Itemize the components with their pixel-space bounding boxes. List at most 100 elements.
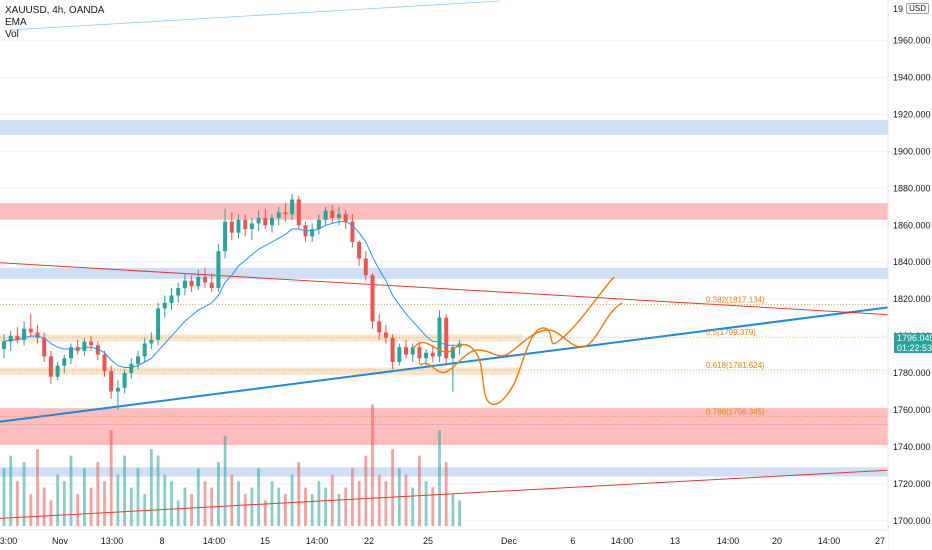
candle-body: [229, 221, 234, 233]
candle-body: [196, 277, 201, 287]
volume-bar: [391, 449, 394, 526]
candle-body: [290, 199, 295, 215]
candle-body: [410, 347, 415, 355]
red-zone: [0, 408, 888, 446]
volume-bar: [83, 468, 86, 526]
candle-body: [243, 219, 248, 229]
ema-line: [3, 221, 460, 368]
volume-indicator-label[interactable]: Vol: [5, 29, 19, 40]
candle-body: [109, 371, 114, 392]
price-label: 1820.000: [893, 294, 931, 304]
time-scale: 13:00 Nov 13:00 8 14:00 15 14:00 22 25 Dec 6 14:00 1…: [0, 529, 888, 550]
volume-bar: [156, 455, 160, 526]
volume-bar: [109, 430, 113, 526]
candle-body: [296, 199, 301, 226]
price-scale: 19 1960.000 1940.000 1920.000 1900.000 1880.0…: [887, 0, 932, 550]
currency-badge[interactable]: USD: [906, 3, 929, 14]
candle-body: [8, 336, 13, 342]
candle-body: [330, 210, 335, 218]
volume-bar: [183, 487, 187, 526]
candle-body: [390, 337, 395, 362]
volume-bar: [56, 474, 59, 526]
volume-bar: [170, 481, 173, 526]
candle-body: [397, 347, 402, 362]
current-price-tag: 1796.045 01:22:53: [894, 333, 932, 354]
price-label: 1740.000: [893, 442, 931, 452]
candle-body: [169, 295, 174, 303]
time-label: 8: [159, 536, 164, 546]
candle-body: [203, 277, 207, 283]
price-zones: [0, 120, 888, 477]
candle-body: [176, 288, 181, 296]
candles: [2, 193, 462, 410]
price-label: 1920.000: [893, 109, 931, 119]
candle-body: [450, 347, 455, 359]
volume-bar: [310, 494, 314, 526]
blue-trendline: [0, 303, 909, 423]
volume-bar: [116, 474, 120, 526]
price-label: 1760.000: [893, 405, 931, 415]
fib-levels: 0.382(1817.134) 0.5(1799.379) 0.618(1781.6…: [0, 295, 886, 418]
volume-bar: [136, 468, 140, 526]
candle-body: [42, 337, 47, 357]
volume-bar: [230, 474, 234, 526]
volume-bar: [377, 474, 381, 526]
candle-body: [122, 373, 127, 388]
price-label: 1960.000: [893, 36, 931, 46]
candle-body: [115, 387, 120, 392]
candle-body: [223, 221, 228, 252]
candle-body: [182, 280, 187, 289]
symbol-title: XAUUSD, 4h, OANDA: [5, 5, 105, 16]
candle-body: [377, 321, 382, 333]
price-label: 19: [893, 4, 903, 14]
volume-bar: [62, 481, 66, 526]
candle-body: [142, 343, 147, 357]
candle-body: [2, 341, 6, 350]
volume-bar: [16, 481, 19, 526]
time-label: Dec: [501, 536, 518, 546]
candle-body: [48, 356, 53, 377]
volume-bar: [438, 430, 441, 526]
volume-bar: [404, 474, 408, 526]
candle-body: [102, 354, 107, 372]
volume-bar: [297, 462, 301, 526]
candle-body: [149, 339, 154, 344]
candle-body: [363, 258, 368, 276]
time-label: 14:00: [818, 536, 841, 546]
time-label: 6: [570, 536, 575, 546]
blue-zone: [0, 267, 888, 279]
candle-body: [357, 241, 362, 259]
volume-bar: [42, 487, 46, 526]
countdown-value: 01:22:53: [897, 343, 932, 354]
candle-body: [424, 352, 429, 359]
candle-body: [156, 308, 161, 340]
volume-bar: [49, 500, 53, 526]
candle-body: [430, 352, 435, 357]
projection-paths: [412, 276, 623, 405]
ema-indicator-label[interactable]: EMA: [5, 17, 27, 28]
volume-bar: [317, 481, 321, 526]
time-scale-bg: [0, 530, 888, 550]
candle-body: [62, 358, 67, 366]
volume-bar: [451, 494, 455, 526]
candle-body: [209, 282, 214, 289]
red-trendline: [0, 262, 909, 317]
volume-bar: [257, 468, 260, 526]
volume-bar: [203, 481, 207, 526]
candle-body: [189, 280, 194, 287]
price-label: 1880.000: [893, 183, 931, 193]
projection-path-lower: [419, 302, 623, 374]
volume-bar: [424, 481, 428, 526]
volume-bar: [371, 404, 374, 526]
volume-bar: [123, 455, 126, 526]
candle-body: [55, 365, 60, 377]
candle-body: [89, 341, 94, 346]
time-label: 22: [364, 536, 374, 546]
volume-bar: [129, 487, 133, 526]
volume-bar: [344, 487, 348, 526]
volume-bar: [351, 468, 354, 526]
volume-bar: [29, 494, 33, 526]
volume-bar: [89, 487, 93, 526]
time-label: 13:00: [0, 536, 17, 546]
